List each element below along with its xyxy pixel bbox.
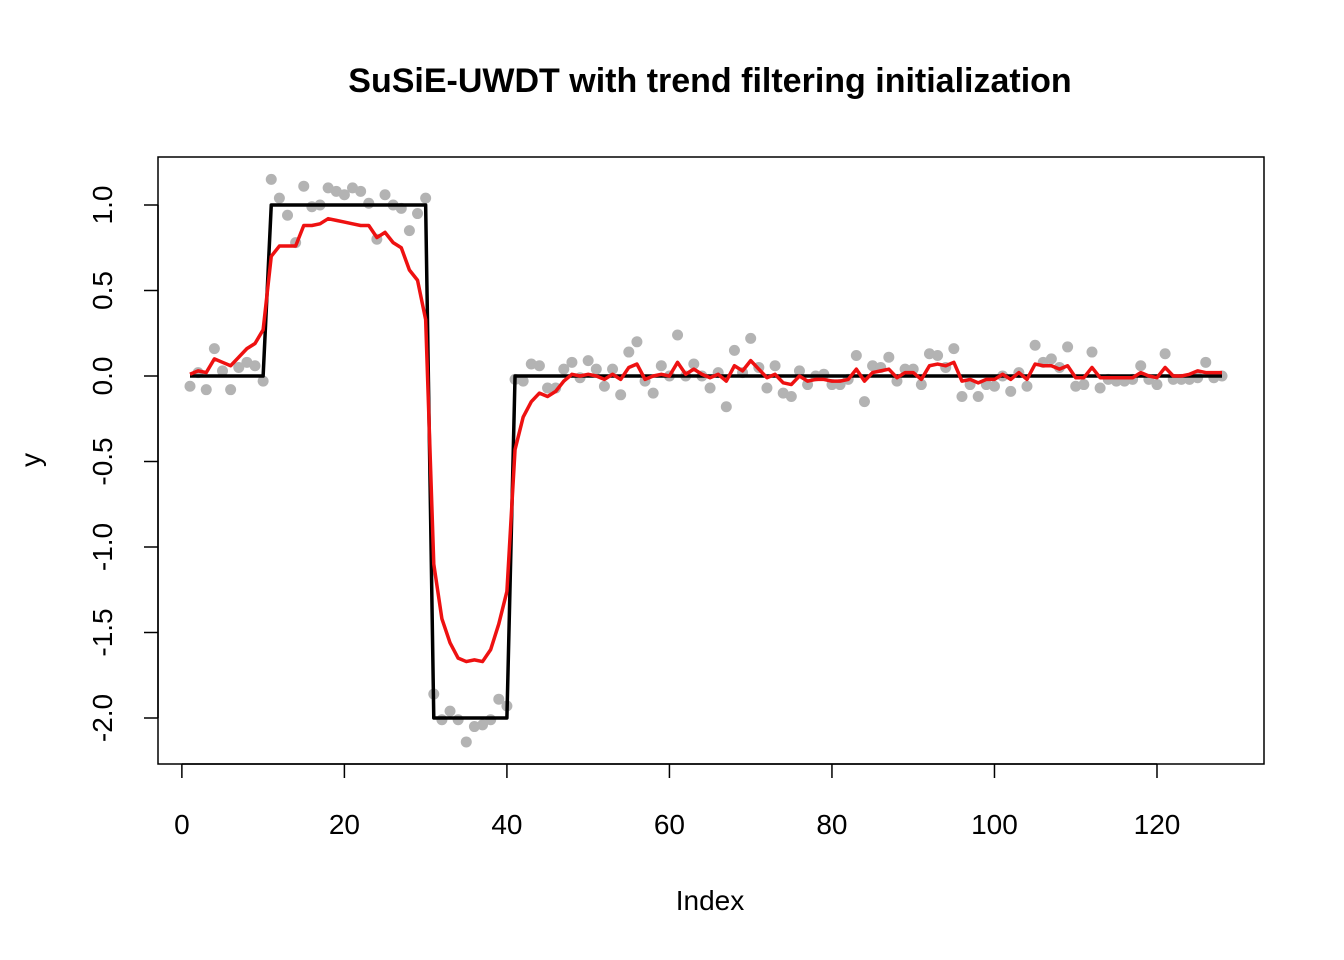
- data-point: [225, 384, 237, 396]
- data-point: [420, 192, 432, 204]
- data-point: [412, 208, 424, 220]
- data-point: [688, 358, 700, 370]
- data-point: [403, 225, 415, 237]
- data-point: [850, 349, 862, 361]
- data-point: [566, 356, 578, 368]
- x-tick-label: 100: [971, 809, 1018, 840]
- data-point: [265, 173, 277, 185]
- data-point: [298, 180, 310, 192]
- data-point: [282, 209, 294, 221]
- plot-frame: [157, 156, 1265, 765]
- data-point: [1151, 379, 1163, 391]
- data-point: [623, 346, 635, 358]
- data-point: [200, 384, 212, 396]
- y-axis: -2.0 -1.5 -1.0 -0.5 0.0 0.5 1.0: [87, 186, 159, 742]
- data-point: [1078, 379, 1090, 391]
- data-point: [891, 375, 903, 387]
- data-point: [704, 382, 716, 394]
- data-point: [1086, 346, 1098, 358]
- chart-title: SuSiE-UWDT with trend filtering initiali…: [348, 62, 1071, 100]
- data-point: [793, 365, 805, 377]
- data-point: [379, 189, 391, 201]
- data-point: [355, 185, 367, 197]
- x-tick-label: 60: [654, 809, 685, 840]
- data-point: [883, 351, 895, 363]
- data-point: [1135, 360, 1147, 372]
- data-point: [460, 736, 472, 748]
- data-point: [184, 380, 196, 392]
- data-point: [607, 363, 619, 375]
- data-point: [655, 360, 667, 372]
- fit-line: [189, 216, 1222, 664]
- data-point: [956, 391, 968, 403]
- data-point: [761, 382, 773, 394]
- data-point: [672, 329, 684, 341]
- data-point: [533, 360, 545, 372]
- data-point: [720, 401, 732, 413]
- truth-line: [190, 203, 1222, 720]
- data-point: [233, 361, 245, 373]
- data-point: [1045, 353, 1057, 365]
- data-point: [915, 379, 927, 391]
- data-point: [558, 363, 570, 375]
- data-point: [598, 380, 610, 392]
- data-point: [1200, 356, 1212, 368]
- y-tick-label: 1.0: [87, 186, 118, 225]
- data-point: [273, 192, 285, 204]
- data-point: [517, 375, 529, 387]
- data-point: [785, 391, 797, 403]
- data-point: [582, 355, 594, 367]
- data-point: [493, 693, 505, 705]
- data-point: [477, 719, 489, 731]
- data-point: [1159, 348, 1171, 360]
- data-point: [217, 365, 229, 377]
- data-point: [932, 349, 944, 361]
- y-axis-label: y: [15, 453, 46, 467]
- data-point: [615, 389, 627, 401]
- data-point: [1029, 339, 1041, 351]
- x-tick-label: 80: [816, 809, 847, 840]
- data-point: [1062, 341, 1074, 353]
- y-tick-label: -1.0: [87, 523, 118, 571]
- data-point: [1021, 380, 1033, 392]
- data-point: [745, 332, 757, 344]
- data-point: [590, 363, 602, 375]
- x-tick-label: 40: [491, 809, 522, 840]
- data-point: [249, 360, 261, 372]
- data-point: [208, 343, 220, 355]
- x-axis: 0 20 40 60 80 100 120: [174, 763, 1181, 840]
- data-point: [972, 391, 984, 403]
- data-point: [858, 396, 870, 408]
- data-point: [647, 387, 659, 399]
- data-point: [728, 344, 740, 356]
- x-tick-label: 20: [329, 809, 360, 840]
- data-point: [338, 189, 350, 201]
- data-lines: [189, 203, 1222, 720]
- y-tick-label: 0.5: [87, 271, 118, 310]
- data-point: [444, 705, 456, 717]
- data-point: [1094, 382, 1106, 394]
- x-tick-label: 120: [1134, 809, 1181, 840]
- data-point: [948, 343, 960, 355]
- data-point: [631, 336, 643, 348]
- data-point: [542, 382, 554, 394]
- data-points: [184, 173, 1228, 748]
- x-axis-label: Index: [676, 885, 745, 916]
- data-point: [769, 360, 781, 372]
- data-point: [257, 375, 269, 387]
- data-point: [1005, 385, 1017, 397]
- y-tick-label: -2.0: [87, 694, 118, 742]
- y-tick-label: -0.5: [87, 437, 118, 485]
- y-tick-label: 0.0: [87, 357, 118, 396]
- data-point: [988, 380, 1000, 392]
- x-tick-label: 0: [174, 809, 190, 840]
- y-tick-label: -1.5: [87, 608, 118, 656]
